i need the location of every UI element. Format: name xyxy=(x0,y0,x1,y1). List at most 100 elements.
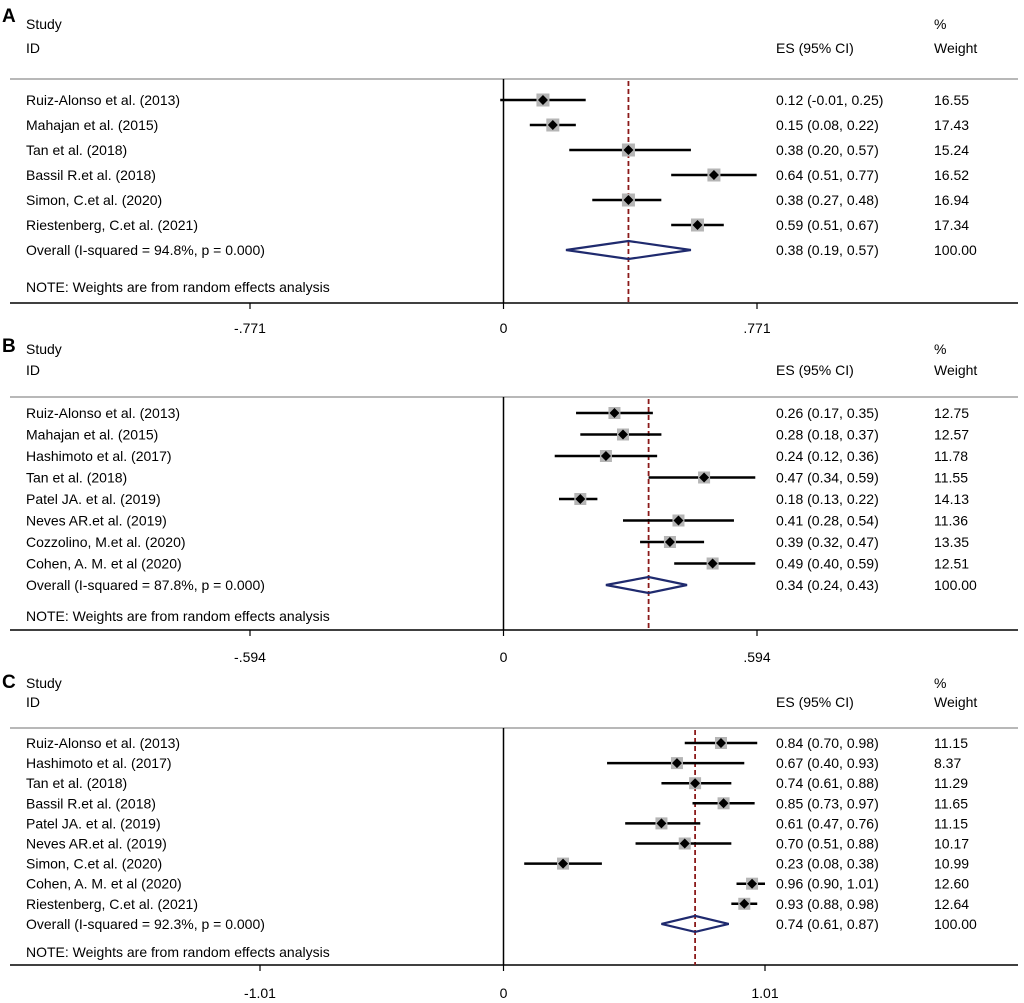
study-label: Mahajan et al. (2015) xyxy=(26,427,158,443)
point-estimate xyxy=(707,558,718,569)
weight-value: 11.78 xyxy=(934,448,968,464)
x-tick-label: 0 xyxy=(500,320,508,336)
study-label: Tan et al. (2018) xyxy=(26,775,127,791)
header-weight: Weight xyxy=(934,40,977,56)
es-ci-value: 0.15 (0.08, 0.22) xyxy=(776,117,879,133)
es-ci-value: 0.24 (0.12, 0.36) xyxy=(776,448,879,464)
forest-panel-a: A Study ID ES (95% CI)% Weight Ruiz-Alonso et… xyxy=(2,6,1018,336)
es-ci-value: 0.61 (0.47, 0.76) xyxy=(776,815,879,831)
point-estimate xyxy=(609,408,620,418)
weight-value: 12.64 xyxy=(934,896,969,912)
header-id: ID xyxy=(26,694,40,710)
weight-value: 10.17 xyxy=(934,836,969,852)
weight-value: 11.36 xyxy=(934,513,968,529)
point-estimate xyxy=(558,858,569,869)
weight-value: 11.15 xyxy=(934,815,968,831)
panel-label: A xyxy=(2,6,16,27)
study-label: Patel JA. et al. (2019) xyxy=(26,491,161,507)
study-label: Riestenberg, C.et al. (2021) xyxy=(26,896,198,912)
study-label: Ruiz-Alonso et al. (2013) xyxy=(26,405,180,421)
point-estimate xyxy=(617,429,628,440)
point-estimate xyxy=(715,738,726,748)
study-label: Neves AR.et al. (2019) xyxy=(26,513,167,529)
overall-weight: 100.00 xyxy=(934,916,977,932)
study-label: Hashimoto et al. (2017) xyxy=(26,448,172,464)
x-tick-label: .771 xyxy=(743,320,770,336)
study-label: Mahajan et al. (2015) xyxy=(26,117,158,133)
weight-value: 11.29 xyxy=(934,775,968,791)
point-estimate xyxy=(547,120,558,130)
weight-value: 17.43 xyxy=(934,117,969,133)
study-label: Neves AR.et al. (2019) xyxy=(26,836,167,852)
x-tick-label: .594 xyxy=(743,649,770,665)
es-ci-value: 0.84 (0.70, 0.98) xyxy=(776,735,879,751)
es-ci-value: 0.41 (0.28, 0.54) xyxy=(776,513,879,529)
es-ci-value: 0.74 (0.61, 0.88) xyxy=(776,775,879,791)
study-label: Bassil R.et al. (2018) xyxy=(26,795,156,811)
x-tick-label: 0 xyxy=(500,985,508,1001)
es-ci-value: 0.26 (0.17, 0.35) xyxy=(776,405,879,421)
point-estimate xyxy=(656,818,667,829)
es-ci-value: 0.59 (0.51, 0.67) xyxy=(776,217,879,233)
study-label: Simon, C.et al. (2020) xyxy=(26,192,162,208)
weight-value: 11.65 xyxy=(934,795,968,811)
overall-weight: 100.00 xyxy=(934,242,977,258)
es-ci-value: 0.64 (0.51, 0.77) xyxy=(776,167,879,183)
overall-label: Overall (I-squared = 94.8%, p = 0.000) xyxy=(26,242,265,258)
header-es-ci: ES (95% CI) xyxy=(776,362,854,378)
point-estimate xyxy=(537,95,548,105)
es-ci-value: 0.47 (0.34, 0.59) xyxy=(776,470,879,486)
point-estimate xyxy=(692,220,703,230)
weights-note: NOTE: Weights are from random effects an… xyxy=(26,944,330,960)
header-study: Study xyxy=(26,341,62,357)
x-tick-label: 0 xyxy=(500,649,508,665)
overall-diamond xyxy=(661,914,730,934)
point-estimate xyxy=(623,145,634,155)
forest-panel-b: B Study ID ES (95% CI)% Weight Ruiz-Alonso et… xyxy=(2,336,1018,665)
weight-value: 8.37 xyxy=(934,755,961,771)
overall-diamond xyxy=(565,239,692,261)
study-label: Ruiz-Alonso et al. (2013) xyxy=(26,92,180,108)
study-label: Cohen, A. M. et al (2020) xyxy=(26,876,182,892)
weight-value: 11.15 xyxy=(934,735,968,751)
overall-es-ci: 0.38 (0.19, 0.57) xyxy=(776,242,879,258)
overall-label: Overall (I-squared = 87.8%, p = 0.000) xyxy=(26,577,265,593)
weight-value: 11.55 xyxy=(934,470,968,486)
weight-value: 14.13 xyxy=(934,491,969,507)
study-label: Tan et al. (2018) xyxy=(26,470,127,486)
es-ci-value: 0.38 (0.20, 0.57) xyxy=(776,142,879,158)
weight-value: 12.60 xyxy=(934,876,969,892)
weight-value: 16.94 xyxy=(934,192,969,208)
header-percent: % xyxy=(934,341,946,357)
es-ci-value: 0.39 (0.32, 0.47) xyxy=(776,534,879,550)
es-ci-value: 0.67 (0.40, 0.93) xyxy=(776,755,879,771)
study-label: Simon, C.et al. (2020) xyxy=(26,856,162,872)
es-ci-value: 0.38 (0.27, 0.48) xyxy=(776,192,879,208)
weight-value: 13.35 xyxy=(934,534,969,550)
study-label: Tan et al. (2018) xyxy=(26,142,127,158)
weight-value: 12.75 xyxy=(934,405,969,421)
overall-es-ci: 0.34 (0.24, 0.43) xyxy=(776,577,879,593)
x-tick-label: -.771 xyxy=(234,320,266,336)
overall-weight: 100.00 xyxy=(934,577,977,593)
header-id: ID xyxy=(26,362,40,378)
es-ci-value: 0.28 (0.18, 0.37) xyxy=(776,427,879,443)
point-estimate xyxy=(673,515,684,526)
overall-diamond xyxy=(605,575,688,595)
weights-note: NOTE: Weights are from random effects an… xyxy=(26,279,330,295)
header-weight: Weight xyxy=(934,694,977,710)
weight-value: 17.34 xyxy=(934,217,969,233)
point-estimate xyxy=(747,878,758,889)
point-estimate xyxy=(623,195,634,205)
x-tick-label: -1.01 xyxy=(244,985,276,1001)
study-label: Bassil R.et al. (2018) xyxy=(26,167,156,183)
es-ci-value: 0.96 (0.90, 1.01) xyxy=(776,876,879,892)
study-label: Cohen, A. M. et al (2020) xyxy=(26,556,182,572)
x-tick-label: 1.01 xyxy=(751,985,778,1001)
weight-value: 10.99 xyxy=(934,856,969,872)
header-study: Study xyxy=(26,16,62,32)
header-study: Study xyxy=(26,675,62,691)
overall-es-ci: 0.74 (0.61, 0.87) xyxy=(776,916,879,932)
point-estimate xyxy=(679,838,690,849)
